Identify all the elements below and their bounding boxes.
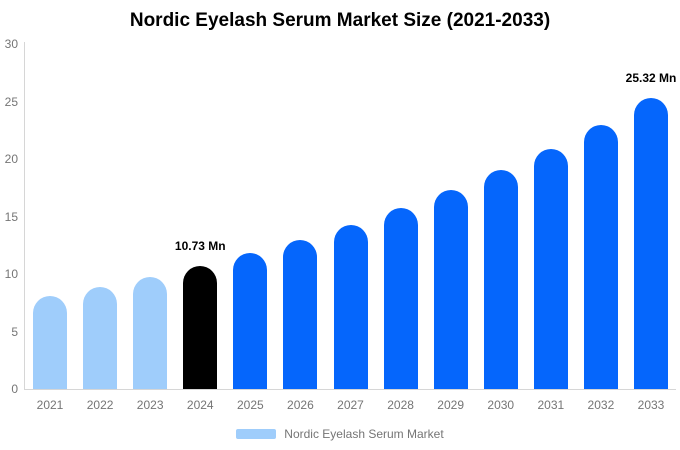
x-label-2021: 2021 bbox=[36, 398, 64, 412]
bar-2027[interactable] bbox=[333, 224, 368, 389]
bar-2025[interactable] bbox=[233, 253, 268, 389]
y-axis-line bbox=[24, 42, 25, 389]
x-label-2029: 2029 bbox=[437, 398, 464, 412]
x-label-2030: 2030 bbox=[487, 398, 515, 412]
y-tick-label-0: 0 bbox=[11, 382, 18, 396]
bar-2026[interactable] bbox=[283, 239, 318, 389]
y-tick-label-20: 20 bbox=[4, 152, 18, 166]
x-label-2025: 2025 bbox=[236, 398, 264, 412]
bar-2030[interactable] bbox=[483, 170, 518, 389]
bar-2024[interactable] bbox=[183, 265, 218, 389]
value-label-2024: 10.73 Mn bbox=[174, 238, 226, 253]
bar-2022[interactable] bbox=[83, 287, 118, 389]
chart-title: Nordic Eyelash Serum Market Size (2021-2… bbox=[129, 10, 551, 31]
bar-2032[interactable] bbox=[583, 124, 618, 389]
x-label-2031: 2031 bbox=[537, 398, 565, 412]
x-label-2033: 2033 bbox=[637, 398, 665, 412]
legend-label: Nordic Eyelash Serum Market bbox=[284, 427, 444, 441]
bar-2021[interactable] bbox=[33, 295, 67, 389]
x-label-2024: 2024 bbox=[186, 398, 214, 412]
x-label-2032: 2032 bbox=[587, 398, 615, 412]
y-tick-label-10: 10 bbox=[4, 267, 18, 281]
bar-2033[interactable] bbox=[634, 97, 668, 389]
x-axis-line bbox=[24, 389, 676, 390]
legend-item[interactable]: Nordic Eyelash Serum Market bbox=[236, 427, 444, 441]
value-label-2033: 25.32 Mn bbox=[625, 70, 677, 85]
x-label-2023: 2023 bbox=[136, 398, 164, 412]
bar-2023[interactable] bbox=[133, 276, 168, 389]
bar-2031[interactable] bbox=[533, 148, 568, 389]
bar-2029[interactable] bbox=[433, 190, 468, 389]
y-tick-label-15: 15 bbox=[4, 209, 18, 224]
legend: Nordic Eyelash Serum Market bbox=[0, 426, 680, 442]
legend-swatch-icon bbox=[236, 429, 277, 439]
x-label-2022: 2022 bbox=[86, 398, 114, 412]
y-tick-label-30: 30 bbox=[4, 37, 18, 51]
y-tick-label-25: 25 bbox=[4, 94, 18, 109]
x-label-2027: 2027 bbox=[337, 398, 364, 412]
bar-2028[interactable] bbox=[383, 208, 418, 389]
x-label-2028: 2028 bbox=[387, 398, 414, 412]
x-label-2026: 2026 bbox=[287, 398, 314, 412]
y-tick-label-5: 5 bbox=[11, 324, 18, 339]
